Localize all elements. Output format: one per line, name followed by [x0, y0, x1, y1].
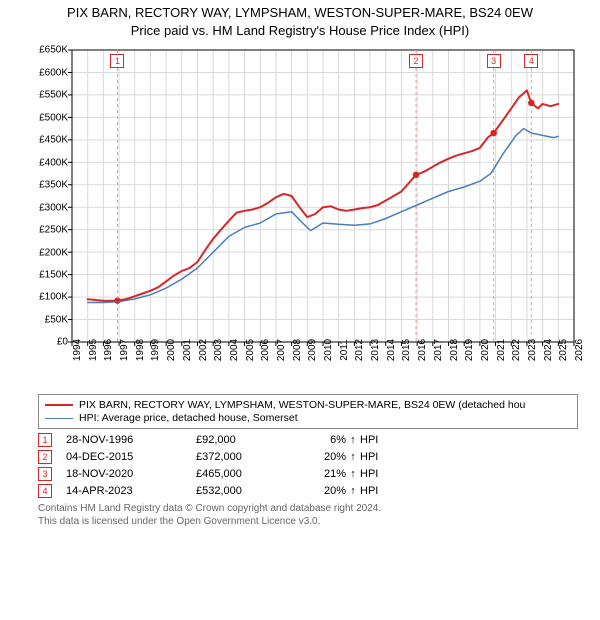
legend-item: PIX BARN, RECTORY WAY, LYMPSHAM, WESTON-…	[45, 399, 571, 411]
event-marker-3: 3	[487, 54, 501, 68]
event-marker-2: 2	[409, 54, 423, 68]
x-tick-label: 2019	[464, 339, 475, 361]
x-tick-label: 1999	[150, 339, 161, 361]
event-price: £92,000	[196, 434, 296, 446]
event-price: £372,000	[196, 451, 296, 463]
event-row: 2 04-DEC-2015£372,00020%↑HPI	[38, 450, 578, 464]
y-tick-label: £400K	[39, 157, 68, 168]
x-tick-label: 2021	[496, 339, 507, 361]
x-tick-label: 2014	[386, 339, 397, 361]
x-tick-label: 2007	[276, 339, 287, 361]
x-tick-label: 2000	[166, 339, 177, 361]
event-date: 14-APR-2023	[66, 485, 196, 497]
event-pct: 20%	[296, 485, 346, 497]
x-tick-label: 2023	[527, 339, 538, 361]
x-tick-label: 2013	[370, 339, 381, 361]
y-tick-label: £150K	[39, 269, 68, 280]
event-row: 3 18-NOV-2020£465,00021%↑HPI	[38, 467, 578, 481]
y-tick-label: £250K	[39, 225, 68, 236]
x-tick-label: 2022	[511, 339, 522, 361]
event-pct: 20%	[296, 451, 346, 463]
event-list: 128-NOV-1996£92,0006%↑HPI204-DEC-2015£37…	[38, 433, 578, 498]
x-tick-label: 2008	[292, 339, 303, 361]
x-tick-label: 2009	[307, 339, 318, 361]
y-tick-label: £50K	[45, 314, 68, 325]
legend: PIX BARN, RECTORY WAY, LYMPSHAM, WESTON-…	[38, 394, 578, 429]
x-tick-label: 2003	[213, 339, 224, 361]
event-row-marker: 4	[38, 484, 52, 498]
title-line-1: PIX BARN, RECTORY WAY, LYMPSHAM, WESTON-…	[0, 4, 600, 22]
x-tick-label: 2004	[229, 339, 240, 361]
legend-swatch	[45, 418, 73, 419]
x-tick-label: 2011	[339, 340, 350, 362]
x-tick-label: 2018	[449, 339, 460, 361]
y-tick-label: £100K	[39, 292, 68, 303]
y-tick-label: £200K	[39, 247, 68, 258]
y-tick-label: £600K	[39, 67, 68, 78]
x-tick-label: 2025	[558, 339, 569, 361]
arrow-up-icon: ↑	[346, 485, 360, 497]
legend-swatch	[45, 404, 73, 406]
event-vs-label: HPI	[360, 451, 378, 463]
x-tick-label: 2001	[182, 339, 193, 361]
event-date: 18-NOV-2020	[66, 468, 196, 480]
legend-item: HPI: Average price, detached house, Some…	[45, 412, 571, 424]
event-row: 4 14-APR-2023£532,00020%↑HPI	[38, 484, 578, 498]
x-tick-label: 2012	[354, 339, 365, 361]
y-tick-label: £450K	[39, 135, 68, 146]
event-pct: 6%	[296, 434, 346, 446]
x-tick-label: 2010	[323, 339, 334, 361]
footer-line-1: Contains HM Land Registry data © Crown c…	[38, 502, 578, 515]
arrow-up-icon: ↑	[346, 468, 360, 480]
y-tick-label: £350K	[39, 180, 68, 191]
event-date: 04-DEC-2015	[66, 451, 196, 463]
chart-container: PIX BARN, RECTORY WAY, LYMPSHAM, WESTON-…	[0, 0, 600, 620]
event-row-marker: 2	[38, 450, 52, 464]
x-tick-label: 2026	[574, 339, 585, 361]
x-tick-label: 2017	[433, 339, 444, 361]
event-pct: 21%	[296, 468, 346, 480]
event-row-marker: 1	[38, 433, 52, 447]
legend-label: HPI: Average price, detached house, Some…	[79, 412, 298, 424]
event-marker-1: 1	[110, 54, 124, 68]
event-row-marker: 3	[38, 467, 52, 481]
x-tick-label: 1996	[103, 339, 114, 361]
x-tick-label: 2020	[480, 339, 491, 361]
footer-line-2: This data is licensed under the Open Gov…	[38, 515, 578, 528]
event-vs-label: HPI	[360, 468, 378, 480]
x-tick-label: 1998	[135, 339, 146, 361]
x-tick-label: 2005	[245, 339, 256, 361]
y-tick-label: £0	[57, 337, 68, 348]
x-tick-label: 2002	[198, 339, 209, 361]
y-tick-label: £550K	[39, 90, 68, 101]
x-tick-label: 1997	[119, 339, 130, 361]
event-date: 28-NOV-1996	[66, 434, 196, 446]
arrow-up-icon: ↑	[346, 451, 360, 463]
arrow-up-icon: ↑	[346, 434, 360, 446]
chart-plot-area: £0 £50K £100K £150K £200K £250K £300K £350K £400…	[34, 42, 594, 392]
chart-title: PIX BARN, RECTORY WAY, LYMPSHAM, WESTON-…	[0, 0, 600, 40]
title-line-2: Price paid vs. HM Land Registry's House …	[0, 22, 600, 40]
event-vs-label: HPI	[360, 485, 378, 497]
x-tick-label: 2016	[417, 339, 428, 361]
x-tick-label: 2015	[401, 339, 412, 361]
event-marker-4: 4	[524, 54, 538, 68]
y-tick-label: £650K	[39, 45, 68, 56]
y-tick-label: £300K	[39, 202, 68, 213]
footer-attribution: Contains HM Land Registry data © Crown c…	[38, 502, 578, 528]
event-vs-label: HPI	[360, 434, 378, 446]
x-tick-label: 1995	[88, 339, 99, 361]
event-price: £532,000	[196, 485, 296, 497]
x-tick-label: 1994	[72, 339, 83, 361]
event-price: £465,000	[196, 468, 296, 480]
x-tick-label: 2024	[543, 339, 554, 361]
x-tick-label: 2006	[260, 339, 271, 361]
y-tick-label: £500K	[39, 112, 68, 123]
legend-label: PIX BARN, RECTORY WAY, LYMPSHAM, WESTON-…	[79, 399, 525, 411]
event-row: 1 28-NOV-1996£92,0006%↑HPI	[38, 433, 578, 447]
